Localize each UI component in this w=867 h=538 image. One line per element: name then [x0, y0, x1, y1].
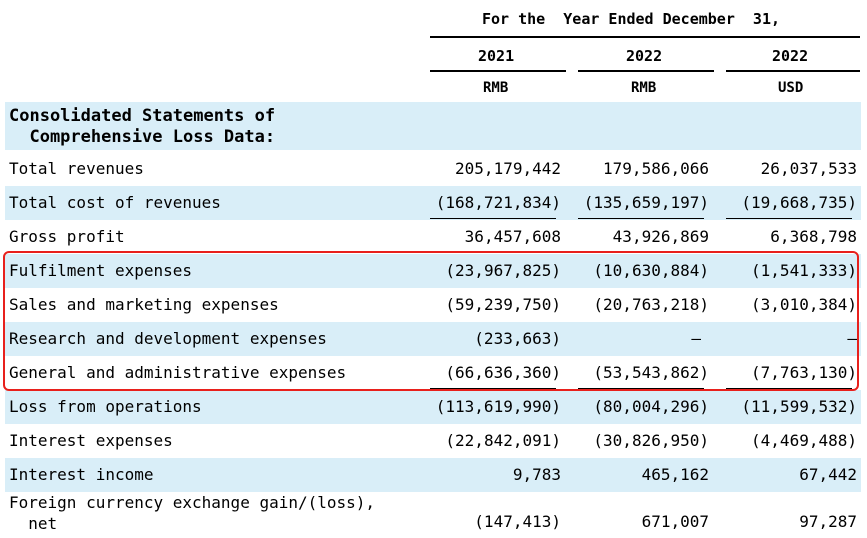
value-2021: 9,783 — [512, 465, 561, 484]
value-2022-usd: 26,037,533 — [760, 159, 857, 178]
value-2021: 205,179,442 — [455, 159, 561, 178]
row-label: Total revenues — [9, 159, 144, 178]
table-row: Loss from operations (113,619,990) (80,0… — [5, 390, 861, 424]
section-title-row: Consolidated Statements of Comprehensive… — [5, 102, 861, 150]
value-2022-usd: (4,469,488) — [751, 431, 857, 450]
value-2021: 36,457,608 — [464, 227, 561, 246]
value-2022-usd: 6,368,798 — [770, 227, 857, 246]
table-row: Sales and marketing expenses (59,239,750… — [5, 288, 861, 322]
value-2022-rmb: 465,162 — [641, 465, 709, 484]
subtotal-rule-2021-b — [430, 388, 556, 389]
value-2022-usd: (1,541,333) — [751, 261, 857, 280]
table-row: Gross profit 36,457,608 43,926,869 6,368… — [5, 220, 861, 254]
value-2022-usd: (19,668,735) — [741, 193, 857, 212]
row-label: Sales and marketing expenses — [9, 295, 279, 314]
header-rule-2021 — [430, 70, 566, 72]
value-2022-rmb: 179,586,066 — [603, 159, 709, 178]
row-label: Research and development expenses — [9, 329, 327, 348]
row-label: Gross profit — [9, 227, 125, 246]
value-2022-rmb: 671,007 — [641, 512, 709, 531]
header-rule-top — [430, 36, 860, 38]
table-row: Research and development expenses (233,6… — [5, 322, 861, 356]
value-2021: (59,239,750) — [445, 295, 561, 314]
subtotal-rule-2022-usd — [726, 218, 852, 219]
row-label: Fulfilment expenses — [9, 261, 193, 280]
currency-usd-2022: USD — [778, 80, 804, 96]
row-label: Foreign currency exchange gain/(loss), n… — [9, 493, 376, 533]
value-2021: (233,663) — [474, 329, 561, 348]
value-2022-rmb: (80,004,296) — [593, 397, 709, 416]
value-2022-rmb: (20,763,218) — [593, 295, 709, 314]
value-2021: (113,619,990) — [435, 397, 561, 416]
value-2022-usd: (7,763,130) — [751, 363, 857, 382]
value-2022-rmb: (53,543,862) — [593, 363, 709, 382]
table-row: Fulfilment expenses (23,967,825) (10,630… — [5, 254, 861, 288]
table-row: Foreign currency exchange gain/(loss), n… — [5, 490, 861, 538]
value-2022-rmb: (30,826,950) — [593, 431, 709, 450]
value-2022-rmb: — — [691, 329, 701, 348]
currency-rmb-2021: RMB — [483, 80, 509, 96]
row-label: Total cost of revenues — [9, 193, 221, 212]
value-2021: (23,967,825) — [445, 261, 561, 280]
value-2022-usd: (11,599,532) — [741, 397, 857, 416]
subtotal-rule-2022-rmb-b — [578, 388, 704, 389]
row-label: Interest income — [9, 465, 154, 484]
header-rule-2022-rmb — [578, 70, 714, 72]
table-row: General and administrative expenses (66,… — [5, 356, 861, 390]
section-title: Consolidated Statements of Comprehensive… — [9, 106, 276, 147]
year-2022-rmb: 2022 — [626, 47, 663, 65]
value-2022-usd: 97,287 — [799, 512, 857, 531]
value-2022-rmb: (10,630,884) — [593, 261, 709, 280]
value-2022-rmb: 43,926,869 — [612, 227, 709, 246]
value-2022-rmb: (135,659,197) — [583, 193, 709, 212]
year-2022-usd: 2022 — [772, 47, 809, 65]
currency-rmb-2022: RMB — [631, 80, 657, 96]
subtotal-rule-2021 — [430, 218, 556, 219]
value-2021: (22,842,091) — [445, 431, 561, 450]
subtotal-rule-2022-usd-b — [726, 388, 852, 389]
period-header: For the Year Ended December 31, — [482, 10, 781, 28]
table-row: Interest income 9,783 465,162 67,442 — [5, 458, 861, 492]
table-row: Total cost of revenues (168,721,834) (13… — [5, 186, 861, 220]
value-2021: (168,721,834) — [435, 193, 561, 212]
value-2022-usd: (3,010,384) — [751, 295, 857, 314]
value-2022-usd: 67,442 — [799, 465, 857, 484]
value-2021: (147,413) — [474, 512, 561, 531]
table-row: Total revenues 205,179,442 179,586,066 2… — [5, 152, 861, 186]
value-2021: (66,636,360) — [445, 363, 561, 382]
value-2022-usd: — — [847, 329, 857, 348]
row-label: General and administrative expenses — [9, 363, 347, 382]
row-label: Interest expenses — [9, 431, 173, 450]
row-label: Loss from operations — [9, 397, 202, 416]
year-2021: 2021 — [478, 47, 515, 65]
subtotal-rule-2022-rmb — [578, 218, 704, 219]
table-row: Interest expenses (22,842,091) (30,826,9… — [5, 424, 861, 458]
header-rule-2022-usd — [726, 70, 860, 72]
